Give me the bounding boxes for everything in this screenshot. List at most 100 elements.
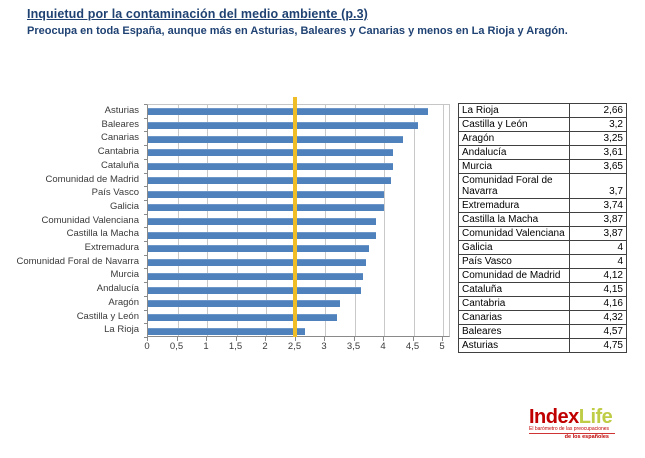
category-label: Castilla la Macha: [66, 228, 139, 240]
bar: [148, 176, 392, 184]
category-label: Cataluña: [100, 159, 139, 171]
category-label: Canarias: [100, 132, 139, 144]
table-row: País Vasco 4: [458, 254, 627, 269]
y-axis-tick: [144, 213, 147, 215]
bar: [148, 163, 393, 171]
bar: [148, 259, 367, 267]
table-row: Cataluña 4,15: [458, 282, 627, 297]
indexlife-logo-wordmark: IndexLife: [529, 406, 641, 428]
category-label: Comunidad Foral de Navarra: [16, 255, 139, 267]
bar: [148, 108, 429, 116]
table-row: Canarias 4,32: [458, 310, 627, 325]
value-cell: 3,87: [569, 226, 627, 241]
region-cell: Comunidad Valenciana: [458, 226, 570, 241]
table-row: Aragón 3,25: [458, 131, 627, 146]
logo-tagline-line1: El barómetro de las preocupaciones: [529, 427, 615, 434]
x-axis-tick-label: 3,5: [346, 341, 361, 352]
y-axis-tick: [144, 186, 147, 188]
x-axis-tick: [294, 337, 296, 341]
value-cell: 4,75: [569, 338, 627, 353]
table-row: La Rioja 2,66: [458, 103, 627, 118]
x-axis-tick: [265, 337, 266, 341]
bar: [148, 231, 377, 239]
bar: [148, 245, 369, 253]
values-table-body: La Rioja 2,66 Castilla y León 3,2 Aragón 3,25…: [458, 103, 627, 353]
y-axis-tick: [144, 199, 147, 201]
table-row: Baleares 4,57: [458, 324, 627, 339]
region-cell: Cantabria: [458, 296, 570, 311]
category-label: Castilla y León: [76, 310, 139, 322]
x-axis-tick: [206, 337, 207, 341]
y-axis-tick: [144, 145, 147, 147]
x-axis-tick: [176, 337, 178, 341]
value-cell: 3,65: [569, 159, 627, 174]
region-cell: Comunidad Foral de Navarra: [458, 173, 570, 199]
x-axis-tick: [353, 337, 355, 341]
region-cell: Galicia: [458, 240, 570, 255]
region-cell: Castilla y León: [458, 117, 570, 132]
value-cell: 4,16: [569, 296, 627, 311]
y-axis-tick: [144, 337, 147, 338]
category-label: Galicia: [109, 200, 139, 212]
category-label: Extremadura: [84, 242, 139, 254]
table-row: Comunidad de Madrid 4,12: [458, 268, 627, 283]
category-label: Andalucía: [96, 283, 139, 295]
value-cell: 4,57: [569, 324, 627, 339]
region-cell: La Rioja: [458, 103, 570, 118]
y-axis-tick: [144, 309, 147, 311]
x-axis-tick-label: 1,5: [228, 341, 243, 352]
x-axis-tick: [442, 337, 443, 341]
y-axis-tick: [144, 172, 147, 174]
region-cell: Aragón: [458, 131, 570, 146]
table-row: Asturias 4,75: [458, 338, 627, 353]
x-axis-tick: [147, 337, 148, 341]
bar: [148, 327, 305, 335]
region-cell: Asturias: [458, 338, 570, 353]
region-cell: Extremadura: [458, 198, 570, 213]
y-axis-tick: [144, 117, 147, 119]
x-axis-tick: [412, 337, 414, 341]
table-row: Murcia 3,65: [458, 159, 627, 174]
table-row: Galicia 4: [458, 240, 627, 255]
y-axis-tick: [144, 241, 147, 243]
bar: [148, 300, 340, 308]
x-axis-tick-label: 1: [203, 341, 209, 352]
x-axis-tick-label: 4: [380, 341, 386, 352]
value-cell: 3,2: [569, 117, 627, 132]
logo-word-life: Life: [578, 406, 613, 428]
bar: [148, 149, 394, 157]
value-cell: 3,61: [569, 145, 627, 160]
logo-word-index: Index: [529, 406, 579, 428]
plot-area: [147, 104, 450, 337]
region-cell: País Vasco: [458, 254, 570, 269]
category-label: Aragón: [108, 296, 139, 308]
region-cell: Baleares: [458, 324, 570, 339]
region-cell: Comunidad de Madrid: [458, 268, 570, 283]
category-label: Comunidad de Madrid: [45, 173, 139, 185]
table-row: Comunidad Foral de Navarra 3,7: [458, 173, 627, 199]
gridline: [384, 105, 385, 336]
x-axis-tick-label: 4,5: [405, 341, 420, 352]
category-label: Baleares: [101, 118, 140, 130]
category-label: Comunidad Valenciana: [41, 214, 139, 226]
header: Inquietud por la contaminación del medio…: [27, 7, 627, 37]
y-axis-tick: [144, 227, 147, 229]
x-axis-tick-label: 3: [321, 341, 327, 352]
value-cell: 4,12: [569, 268, 627, 283]
y-axis-tick: [144, 268, 147, 270]
x-axis-tick: [235, 337, 237, 341]
region-cell: Andalucía: [458, 145, 570, 160]
bar-chart: Asturias Baleares Canarias Cantabria Cataluñ…: [16, 97, 450, 352]
gridline: [443, 105, 444, 336]
y-axis-tick: [144, 158, 147, 160]
logo-tagline-line2: de los españoles: [564, 434, 609, 440]
value-cell: 4,15: [569, 282, 627, 297]
page-subtitle: Preocupa en toda España, aunque más en A…: [27, 25, 568, 37]
gridline: [413, 105, 415, 336]
y-axis-tick: [144, 131, 147, 133]
bar: [148, 204, 384, 212]
value-cell: 3,7: [569, 173, 627, 199]
x-axis-tick-label: 5: [439, 341, 445, 352]
indexlife-logo: IndexLife El barómetro de las preocupaci…: [529, 406, 641, 441]
